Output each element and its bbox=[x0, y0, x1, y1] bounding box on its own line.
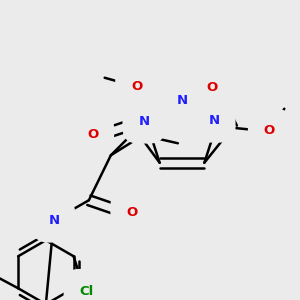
Text: O: O bbox=[87, 128, 98, 141]
Text: O: O bbox=[131, 80, 142, 93]
Text: N: N bbox=[176, 94, 188, 107]
Text: Cl: Cl bbox=[80, 285, 94, 298]
Text: N: N bbox=[208, 114, 220, 127]
Text: N: N bbox=[48, 214, 59, 227]
Text: H: H bbox=[37, 215, 46, 225]
Text: O: O bbox=[264, 124, 275, 137]
Text: O: O bbox=[126, 206, 137, 219]
Text: N: N bbox=[138, 115, 149, 128]
Text: O: O bbox=[207, 81, 218, 94]
